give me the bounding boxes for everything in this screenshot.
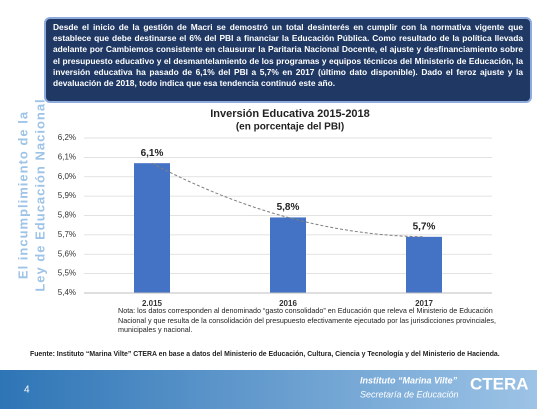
trendline <box>151 162 425 238</box>
page-number: 4 <box>24 385 30 396</box>
x-tick-label: 2017 <box>415 299 433 308</box>
chart-title: Inversión Educativa 2015-2018 <box>210 108 370 120</box>
footer-institute: Instituto “Marina Vilte” <box>360 375 458 385</box>
y-tick-label: 6,2% <box>58 133 76 142</box>
header-box: Desde el inicio de la gestión de Macri s… <box>44 17 532 103</box>
side-title-line: Ley de Educación Nacional <box>32 98 47 291</box>
footer-logo: CTERA <box>470 374 529 393</box>
data-label: 5,7% <box>413 221 436 232</box>
y-tick-label: 5,9% <box>58 191 76 200</box>
source: Fuente: Instituto “Marina Vilte” CTERA e… <box>30 351 500 358</box>
y-tick-label: 6,0% <box>58 172 76 181</box>
y-tick-label: 5,7% <box>58 230 76 239</box>
note: Nota: los datos corresponden al denomina… <box>118 306 496 334</box>
bar <box>134 163 170 293</box>
side-title: El incumplimiento de la Ley de Educación… <box>15 98 47 291</box>
x-tick-label: 2016 <box>279 299 297 308</box>
footer-secretaria: Secretaría de Educación <box>360 389 459 399</box>
data-label: 5,8% <box>277 202 300 213</box>
y-tick-label: 5,4% <box>58 288 76 297</box>
bar <box>406 236 442 293</box>
y-tick-label: 5,5% <box>58 269 76 278</box>
y-tick-label: 5,6% <box>58 249 76 258</box>
x-tick-label: 2.015 <box>142 299 163 308</box>
y-tick-label: 6,1% <box>58 152 76 161</box>
chart-subtitle: (en porcentaje del PBI) <box>236 122 344 133</box>
side-title-line: El incumplimiento de la <box>15 111 30 279</box>
bar <box>270 217 306 293</box>
data-label: 6,1% <box>141 148 164 159</box>
footer-band <box>0 370 537 409</box>
y-tick-label: 5,8% <box>58 211 76 220</box>
